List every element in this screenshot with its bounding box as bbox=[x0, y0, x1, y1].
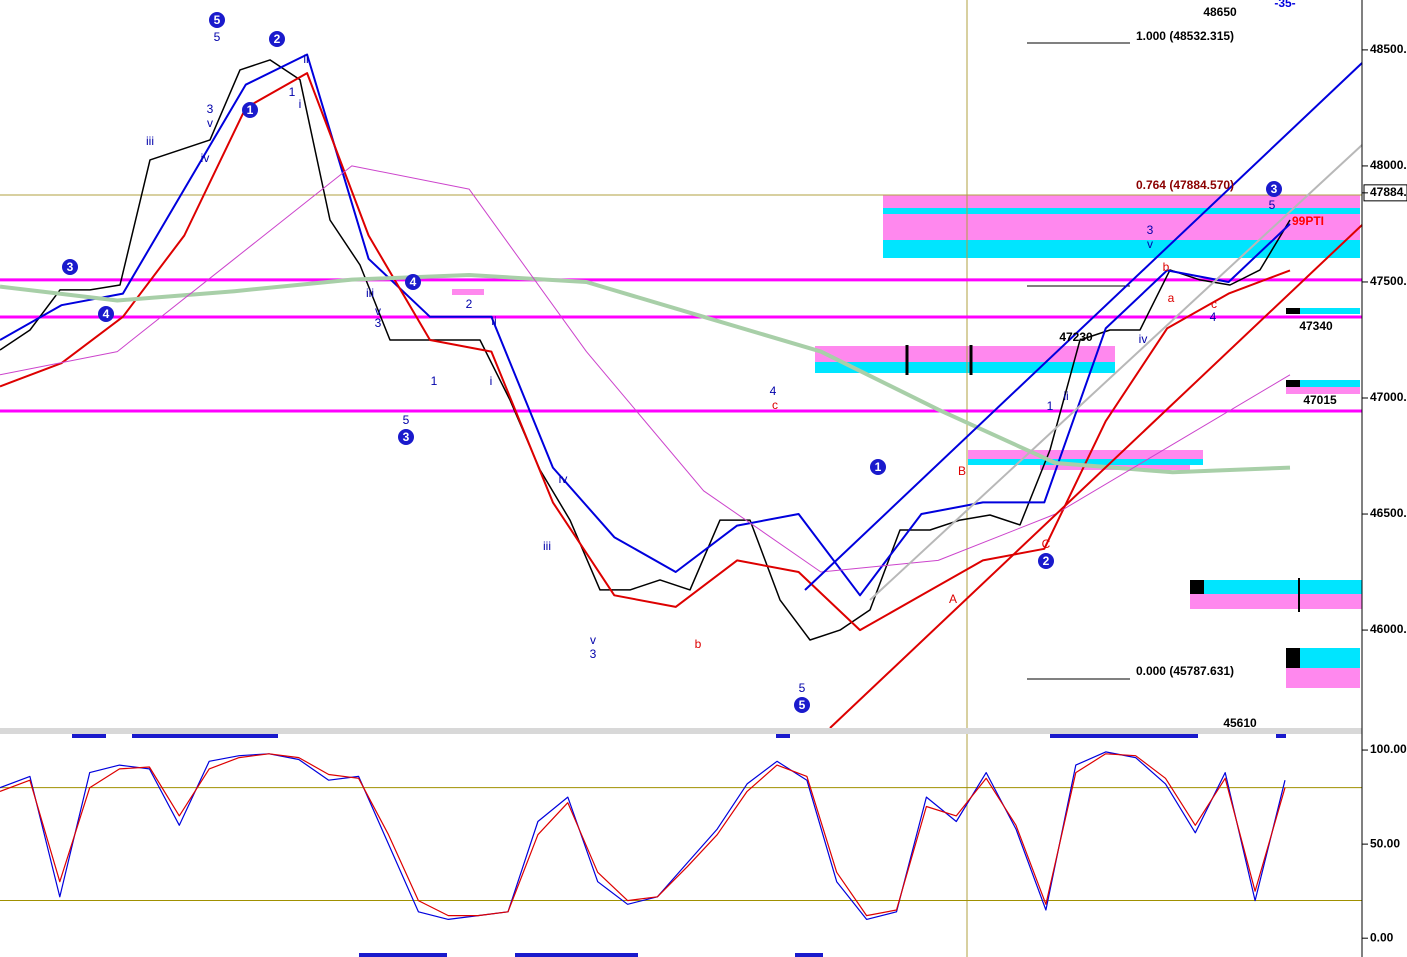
wave-label: iv bbox=[559, 472, 568, 486]
y-tick-label: 100.00 bbox=[1370, 742, 1407, 756]
y-tick-label: 46500. bbox=[1370, 506, 1407, 520]
panel-divider bbox=[0, 728, 1362, 734]
wave-label: b bbox=[1163, 260, 1170, 274]
wave-circle bbox=[1038, 553, 1054, 569]
wave-label: b bbox=[695, 637, 702, 651]
wave-label: ii bbox=[303, 52, 308, 66]
wave-label: v bbox=[207, 116, 213, 130]
y-tick-label: 47500. bbox=[1370, 274, 1407, 288]
wave-label: 1 bbox=[289, 85, 296, 99]
wave-circle bbox=[62, 259, 78, 275]
wave-circle bbox=[794, 697, 810, 713]
annotation: 47230 bbox=[1059, 330, 1093, 344]
trendline bbox=[869, 144, 1363, 601]
wave-circle bbox=[870, 459, 886, 475]
series-line bbox=[0, 273, 1291, 475]
period-bars bbox=[72, 734, 1286, 957]
wave-circle bbox=[242, 102, 258, 118]
annotation: 0.764 (47884.570) bbox=[1136, 178, 1234, 192]
wave-circle-label: 3 bbox=[67, 260, 74, 274]
wave-circle-label: 2 bbox=[274, 32, 281, 46]
wave-label: a bbox=[1168, 291, 1175, 305]
wave-circle-label: 3 bbox=[1271, 182, 1278, 196]
wave-label: i bbox=[299, 97, 302, 111]
wave-label: i bbox=[490, 374, 493, 388]
wave-label: iv bbox=[201, 151, 210, 165]
y-tick-label: 48000. bbox=[1370, 158, 1407, 172]
wave-label: 4 bbox=[770, 384, 777, 398]
series-layer bbox=[0, 53, 1362, 920]
wave-circle-label: 5 bbox=[214, 13, 221, 27]
wave-circle bbox=[269, 31, 285, 47]
y-tick-label: 0.00 bbox=[1370, 930, 1394, 944]
wave-label: 3 bbox=[1147, 223, 1154, 237]
wave-circle-label: 4 bbox=[103, 307, 110, 321]
wave-label: 3 bbox=[207, 102, 214, 116]
wave-circle-label: 4 bbox=[410, 275, 417, 289]
wave-label: 1 bbox=[431, 374, 438, 388]
series-line bbox=[0, 751, 1286, 920]
wave-circle bbox=[405, 274, 421, 290]
annotation: 45610 bbox=[1223, 716, 1257, 730]
wave-label: iii bbox=[146, 134, 154, 148]
annotation: 1.000 (48532.315) bbox=[1136, 29, 1234, 43]
wave-circle-label: 3 bbox=[403, 430, 410, 444]
wave-label: 4 bbox=[1210, 310, 1217, 324]
wave-circle bbox=[398, 429, 414, 445]
wave-circle-label: 1 bbox=[875, 460, 882, 474]
annotation: 99PTI bbox=[1292, 214, 1324, 228]
wave-label: iii bbox=[366, 286, 374, 300]
wave-label: 5 bbox=[214, 30, 221, 44]
wave-label: v bbox=[590, 633, 596, 647]
series-line bbox=[0, 59, 1291, 641]
wave-circle bbox=[1266, 181, 1282, 197]
wave-label: C bbox=[1042, 537, 1051, 551]
wave-label: 5 bbox=[799, 681, 806, 695]
wave-label: c bbox=[772, 398, 778, 412]
trendline bbox=[804, 62, 1363, 591]
wave-label: v bbox=[1147, 237, 1153, 251]
y-tick-label: 48500. bbox=[1370, 42, 1407, 56]
wave-label: c bbox=[1211, 297, 1217, 311]
wave-label: 3 bbox=[590, 647, 597, 661]
wave-circle-label: 5 bbox=[799, 698, 806, 712]
wave-label: 5 bbox=[1269, 198, 1276, 212]
y-tick-label: 47884. bbox=[1370, 185, 1407, 199]
wave-label: ii bbox=[491, 314, 496, 328]
wave-circle bbox=[209, 12, 225, 28]
series-line bbox=[0, 753, 1286, 917]
wave-label: iv bbox=[1139, 332, 1148, 346]
y-tick-label: 47000. bbox=[1370, 390, 1407, 404]
wave-circle-label: 2 bbox=[1043, 554, 1050, 568]
wave-label: B bbox=[958, 464, 966, 478]
wave-label: 2 bbox=[466, 297, 473, 311]
wave-label: A bbox=[949, 592, 957, 606]
annotation: 47340 bbox=[1299, 319, 1333, 333]
annotation: 47015 bbox=[1303, 393, 1337, 407]
wave-label: v bbox=[375, 304, 381, 318]
annotation: 0.000 (45787.631) bbox=[1136, 664, 1234, 678]
annotation: -35- bbox=[1274, 0, 1295, 10]
wave-label: 1 bbox=[1047, 399, 1054, 413]
wave-label: 5 bbox=[403, 413, 410, 427]
series-line bbox=[0, 165, 1291, 573]
y-tick-label: 50.00 bbox=[1370, 836, 1400, 850]
wave-label: ii bbox=[1063, 389, 1068, 403]
wave-circle bbox=[98, 306, 114, 322]
series-line bbox=[0, 53, 1291, 597]
wave-circle-label: 1 bbox=[247, 103, 254, 117]
series-line bbox=[0, 72, 1291, 632]
trendline bbox=[829, 224, 1363, 729]
wave-label: 3 bbox=[375, 316, 382, 330]
wave-label: iii bbox=[543, 539, 551, 553]
annotation: 48650 bbox=[1203, 5, 1237, 19]
y-tick-label: 46000. bbox=[1370, 622, 1407, 636]
